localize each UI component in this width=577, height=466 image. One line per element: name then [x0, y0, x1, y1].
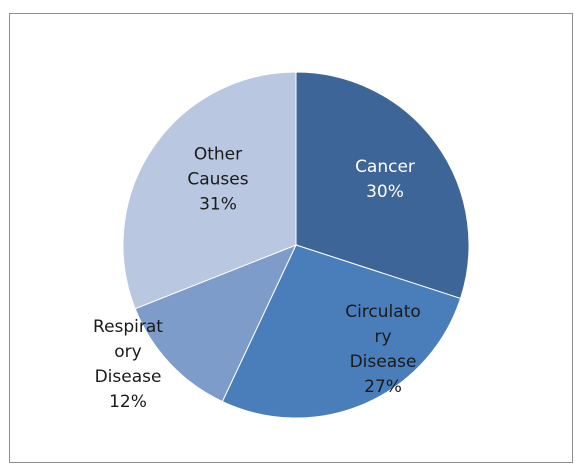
category-label: Other Causes	[187, 144, 249, 190]
value-label: 31%	[199, 194, 237, 215]
slice-label: Circulatory Disease 27%	[344, 300, 422, 400]
category-label: Circulatory Disease	[345, 302, 421, 372]
value-label: 27%	[364, 377, 402, 397]
category-label: Cancer	[355, 157, 415, 177]
pie-slice	[122, 71, 297, 310]
value-label: 30%	[366, 182, 404, 202]
category-label: Respiratory Disease	[93, 317, 163, 387]
pie-slice	[221, 244, 462, 419]
pie-slice	[295, 71, 470, 300]
slice-label: Cancer 30%	[346, 155, 424, 205]
value-label: 12%	[109, 392, 147, 412]
slice-label: Respiratory Disease 12%	[89, 315, 167, 415]
slice-label: Other Causes 31%	[179, 143, 257, 218]
pie-slice	[134, 244, 297, 403]
